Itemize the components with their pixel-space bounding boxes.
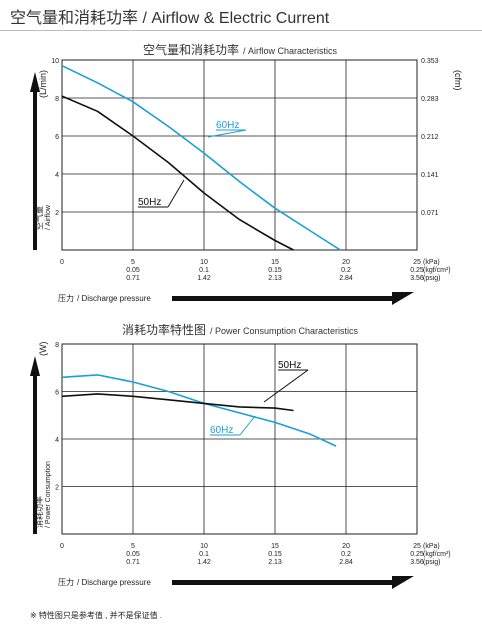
power-x-label: 压力 / Discharge pressure [58, 577, 151, 587]
airflow-xtick-psig: 3.56 [410, 275, 424, 282]
airflow-xtick-kpa: 0 [60, 259, 64, 266]
power-y-unit: (W) [38, 342, 48, 357]
airflow-x-label: 压力 / Discharge pressure [58, 293, 151, 303]
power-xtick-psig: 0.71 [126, 559, 140, 566]
title-divider [0, 30, 482, 31]
power-xtick-psig: 1.42 [197, 559, 211, 566]
power-series-label: 60Hz [210, 425, 233, 436]
power-x-label-cn: 压力 [58, 577, 74, 587]
power-series-label: 50Hz [278, 360, 301, 371]
airflow-xtick-kpa: 5 [131, 259, 135, 266]
power-y-arrow-head [30, 356, 40, 376]
airflow-plot-frame [61, 59, 418, 251]
airflow-xtick-psig: 2.84 [339, 275, 353, 282]
airflow-x-arrow-shaft [172, 296, 396, 301]
airflow-xtick-kgf: 0.15 [268, 267, 282, 274]
power-xunit: (psig) [423, 559, 441, 566]
airflow-y2tick-label: 0.283 [421, 96, 439, 103]
power-chart-plot: 2 4 6 8 0 5 10 15 20 25 0.050.71 0.11.42 0.152.13 0.2… [30, 342, 451, 589]
power-xtick-psig: 2.13 [268, 559, 282, 566]
airflow-series-label: 50Hz [138, 197, 161, 208]
airflow-x-arrow-head [392, 292, 414, 305]
airflow-y2tick-label: 0.353 [421, 58, 439, 65]
airflow-series-line-0 [61, 64, 341, 251]
airflow-xtick-kpa: 10 [200, 259, 208, 266]
airflow-y2tick-label: 0.141 [421, 172, 439, 179]
power-ytick-label: 8 [55, 342, 59, 349]
power-chart-title: 消耗功率特性图 / Power Consumption Characteristi… [122, 322, 359, 337]
airflow-xtick-kgf: 0.2 [341, 267, 351, 274]
power-xtick-kgf: 0.25 [410, 551, 424, 558]
airflow-chart-plot: 2 4 6 8 10 0.071 0.141 0.212 0.283 0.353 (cfm) 0 5 10… [30, 58, 463, 305]
power-xtick-psig: 2.84 [339, 559, 353, 566]
airflow-chart-title: 空气量和消耗功率 / Airflow Characteristics [143, 42, 338, 57]
airflow-xtick-kpa: 25 [413, 259, 421, 266]
airflow-y-label-en: / Airflow [45, 204, 52, 230]
footnote: ※ 特性图只是参考值 , 并不是保证值 . [30, 611, 163, 620]
power-xtick-kgf: 0.05 [126, 551, 140, 558]
power-ytick-label: 4 [55, 437, 59, 444]
power-label-leader [239, 415, 256, 436]
airflow-y-arrow-shaft [33, 90, 37, 250]
airflow-xtick-kgf: 0.1 [199, 267, 209, 274]
airflow-x-label-en: / Discharge pressure [77, 294, 151, 303]
power-xtick-kpa: 5 [131, 543, 135, 550]
airflow-xtick-psig: 2.13 [268, 275, 282, 282]
power-xtick-kpa: 15 [271, 543, 279, 550]
airflow-xunit: (kPa) [423, 259, 440, 266]
airflow-ytick-label: 2 [55, 210, 59, 217]
power-y-label-en: / Power Consumption [45, 461, 52, 528]
airflow-xtick-kpa: 20 [342, 259, 350, 266]
power-xtick-kgf: 0.2 [341, 551, 351, 558]
airflow-xtick-psig: 1.42 [197, 275, 211, 282]
power-xtick-psig: 3.56 [410, 559, 424, 566]
airflow-xunit: (psig) [423, 275, 441, 282]
airflow-y-label: 空气量/ Airflow [34, 204, 52, 230]
airflow-ytick-label: 8 [55, 96, 59, 103]
power-xtick-kpa: 20 [342, 543, 350, 550]
airflow-chart: 空气量和消耗功率 / Airflow Characteristics 2 4 6 8 10… [30, 42, 463, 305]
power-ytick-label: 2 [55, 485, 59, 492]
airflow-x-label-cn: 压力 [58, 293, 74, 303]
airflow-y2-unit: (cfm) [453, 70, 463, 91]
airflow-series-label: 60Hz [216, 120, 239, 131]
airflow-xtick-kpa: 15 [271, 259, 279, 266]
power-y-label: 消耗功率/ Power Consumption [34, 461, 52, 528]
airflow-series-line-1 [61, 95, 294, 251]
airflow-xtick-kgf: 0.05 [126, 267, 140, 274]
power-xtick-kgf: 0.15 [268, 551, 282, 558]
power-y-label-cn: 消耗功率 [34, 496, 44, 528]
power-xtick-kpa: 25 [413, 543, 421, 550]
power-chart: 消耗功率特性图 / Power Consumption Characteristi… [30, 322, 451, 589]
airflow-ytick-label: 6 [55, 134, 59, 141]
airflow-y-unit: (L/min) [38, 70, 48, 98]
airflow-xtick-psig: 0.71 [126, 275, 140, 282]
airflow-y2tick-label: 0.212 [421, 134, 439, 141]
airflow-ytick-label: 10 [51, 58, 59, 65]
power-xunit: (kPa) [423, 543, 440, 550]
airflow-ytick-label: 4 [55, 172, 59, 179]
page-title: 空气量和消耗功率 / Airflow & Electric Current [10, 10, 330, 27]
airflow-xtick-kgf: 0.25 [410, 267, 424, 274]
power-xtick-kpa: 0 [60, 543, 64, 550]
power-series-line-0 [61, 374, 337, 447]
power-x-arrow-shaft [172, 580, 396, 585]
airflow-label-leader [167, 179, 185, 208]
airflow-xunit: (kgf/cm²) [423, 267, 451, 274]
power-plot-frame [61, 343, 418, 535]
power-series-line-1 [61, 393, 294, 412]
power-ytick-label: 6 [55, 390, 59, 397]
power-x-label-en: / Discharge pressure [77, 578, 151, 587]
power-x-arrow-head [392, 576, 414, 589]
airflow-label-leader [207, 129, 247, 138]
power-xunit: (kgf/cm²) [423, 551, 451, 558]
power-label-leader [263, 369, 309, 403]
power-xtick-kpa: 10 [200, 543, 208, 550]
power-y-arrow-shaft [33, 374, 37, 534]
power-xtick-kgf: 0.1 [199, 551, 209, 558]
airflow-y2tick-label: 0.071 [421, 210, 439, 217]
airflow-y-arrow-head [30, 72, 40, 92]
airflow-y-label-cn: 空气量 [34, 206, 44, 230]
